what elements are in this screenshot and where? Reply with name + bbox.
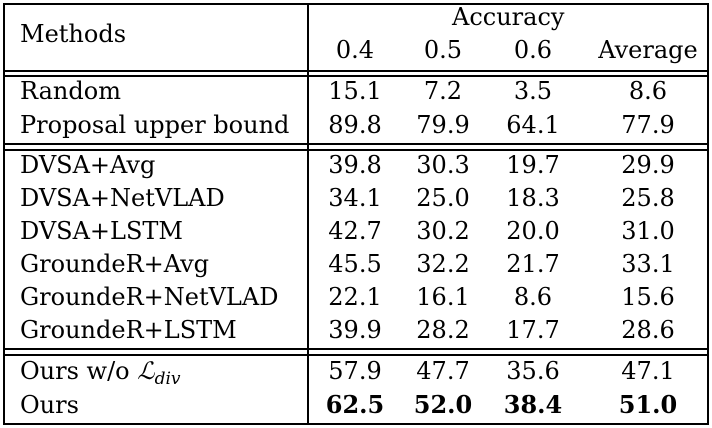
rule-header-bottom	[3, 70, 709, 72]
rule-top	[3, 3, 709, 5]
row-value: 77.9	[621, 111, 675, 139]
row-value: 7.2	[423, 77, 463, 105]
rule-divider	[307, 3, 309, 425]
row-value: 30.3	[416, 151, 470, 179]
row-value: 47.7	[416, 357, 470, 385]
row-value: 35.6	[506, 357, 560, 385]
row-value: 20.0	[506, 217, 560, 245]
row-value-best: 62.5	[325, 390, 385, 419]
row-value: 8.6	[513, 283, 553, 311]
method-prefix: Ours w/o	[20, 357, 138, 385]
row-method: GroundeR+LSTM	[20, 316, 237, 344]
rule-section2-bottom	[3, 348, 709, 350]
row-value: 57.9	[328, 357, 382, 385]
row-method: DVSA+LSTM	[20, 217, 183, 245]
row-value: 89.8	[328, 111, 382, 139]
header-col-1: 0.5	[423, 36, 463, 64]
rule-section1-bottom	[3, 143, 709, 145]
row-method-ablation: Ours w/o ℒdiv	[20, 356, 181, 394]
header-col-2: 0.6	[513, 36, 553, 64]
row-value-best: 52.0	[413, 390, 473, 419]
row-value: 21.7	[506, 250, 560, 278]
row-value: 19.7	[506, 151, 560, 179]
row-value: 28.6	[621, 316, 675, 344]
row-method: DVSA+NetVLAD	[20, 184, 225, 212]
row-value: 79.9	[416, 111, 470, 139]
row-value: 29.9	[621, 151, 675, 179]
row-method: DVSA+Avg	[20, 151, 156, 179]
row-value: 39.9	[328, 316, 382, 344]
row-method: GroundeR+NetVLAD	[20, 283, 279, 311]
header-methods: Methods	[20, 20, 127, 48]
row-value: 64.1	[506, 111, 560, 139]
row-value: 18.3	[506, 184, 560, 212]
row-value: 22.1	[328, 283, 382, 311]
row-method: Random	[20, 77, 121, 105]
row-value: 47.1	[621, 357, 675, 385]
row-value: 3.5	[513, 77, 553, 105]
header-accuracy: Accuracy	[452, 3, 565, 31]
row-value: 45.5	[328, 250, 382, 278]
loss-subscript: div	[154, 369, 181, 389]
row-value: 25.8	[621, 184, 675, 212]
row-value: 28.2	[416, 316, 470, 344]
row-value: 32.2	[416, 250, 470, 278]
rule-bottom	[3, 423, 709, 425]
rule-section2-top	[3, 149, 709, 151]
rule-section3-top	[3, 354, 709, 356]
row-value: 33.1	[621, 250, 675, 278]
loss-symbol: ℒ	[137, 357, 155, 385]
row-value: 34.1	[328, 184, 382, 212]
rule-section1-top	[3, 75, 709, 77]
row-value: 15.1	[328, 77, 382, 105]
rule-left	[3, 3, 5, 425]
row-value-best: 51.0	[618, 390, 678, 419]
header-col-3: Average	[598, 36, 698, 64]
row-value: 42.7	[328, 217, 382, 245]
row-value: 16.1	[416, 283, 470, 311]
row-value-best: 38.4	[503, 390, 563, 419]
row-value: 15.6	[621, 283, 675, 311]
row-value: 17.7	[506, 316, 560, 344]
row-value: 25.0	[416, 184, 470, 212]
row-method: GroundeR+Avg	[20, 250, 210, 278]
row-value: 39.8	[328, 151, 382, 179]
row-value: 31.0	[621, 217, 675, 245]
header-col-0: 0.4	[335, 36, 375, 64]
row-value: 8.6	[628, 77, 668, 105]
row-method: Proposal upper bound	[20, 111, 290, 139]
rule-right	[707, 3, 709, 425]
row-value: 30.2	[416, 217, 470, 245]
row-method: Ours	[20, 391, 79, 419]
